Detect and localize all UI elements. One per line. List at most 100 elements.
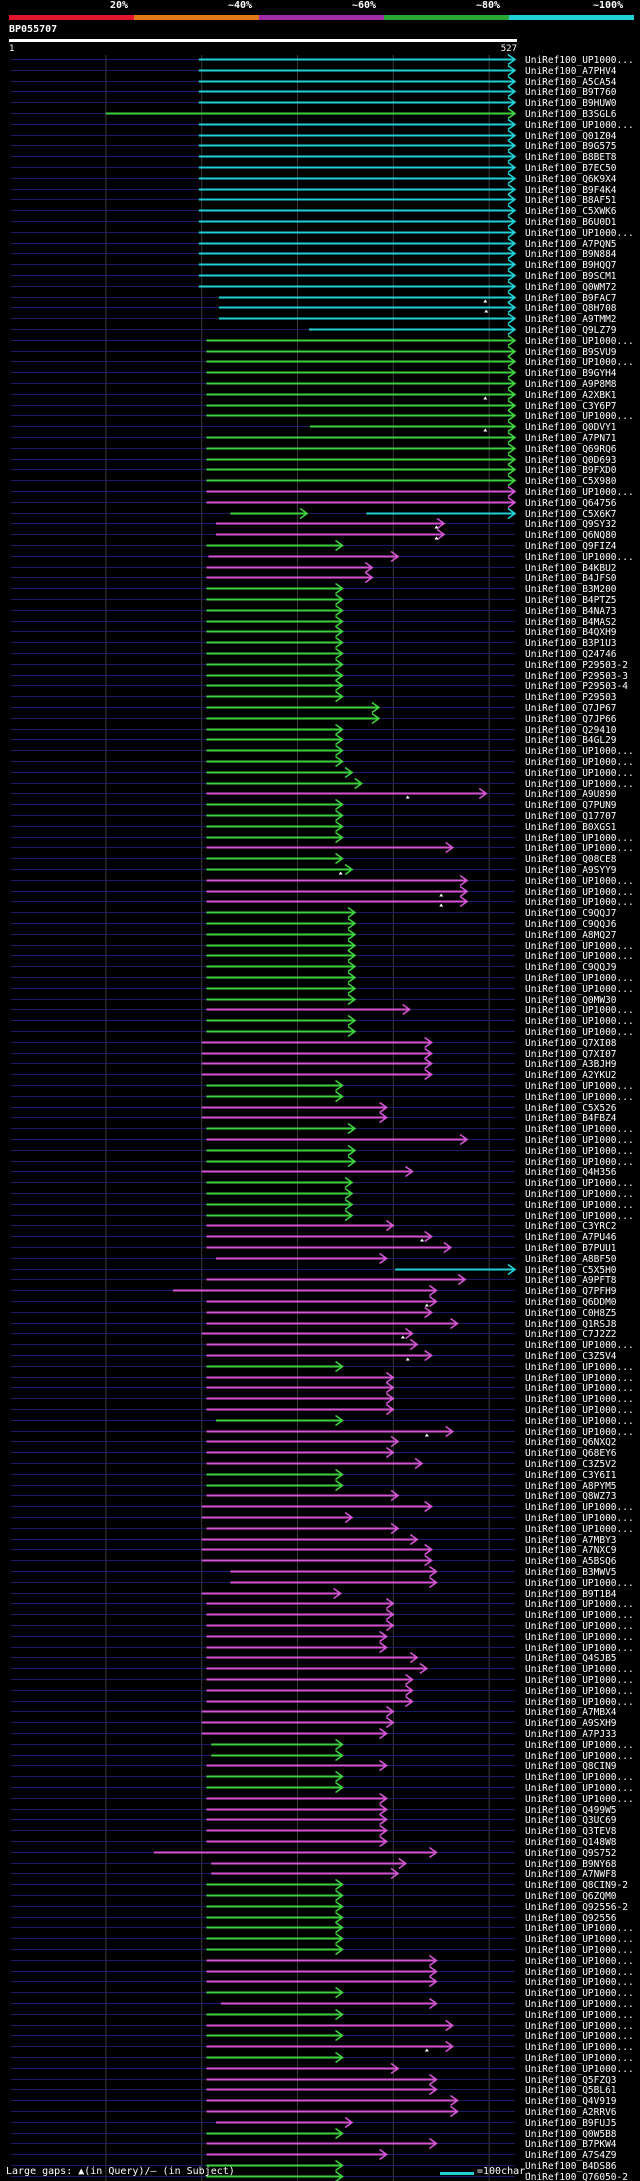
hit-label: UniRef100_Q0D693 <box>525 455 617 466</box>
hit-label: UniRef100_B4PTZ5 <box>525 595 617 606</box>
hit-label: UniRef100_B4KBU2 <box>525 563 617 574</box>
hit-label: UniRef100_UP1000... <box>525 1157 634 1168</box>
hit-label: UniRef100_C3YRC2 <box>525 1221 617 1232</box>
hit-arrow-head <box>507 420 517 433</box>
hit-arrow-head <box>335 831 344 844</box>
hit-label: UniRef100_B7PUU1 <box>525 1243 617 1254</box>
hit-label: UniRef100_UP1000... <box>525 779 634 790</box>
hit-arrow-head <box>390 1435 400 1448</box>
hit-arrow-head <box>335 1360 344 1373</box>
hit-label: UniRef100_UP1000... <box>525 1977 634 1988</box>
query-gap-marker <box>483 299 488 303</box>
hit-arrow-head <box>507 129 517 142</box>
hit-arrow-head <box>347 1014 357 1027</box>
hit-label: UniRef100_Q5FZQ3 <box>525 2075 617 2086</box>
hit-label: UniRef100_UP1000... <box>525 887 634 898</box>
hit-arrow-head <box>347 1155 357 1168</box>
hit-arrow-head <box>424 1554 434 1567</box>
hit-arrow-head <box>424 1047 434 1060</box>
hit-label: UniRef100_C3Y6I1 <box>525 1470 617 1481</box>
hit-arrow-head <box>507 485 517 498</box>
hit-arrow-head <box>335 1090 344 1103</box>
hit-label: UniRef100_Q68EY6 <box>525 1448 617 1459</box>
hit-arrow-head <box>379 1803 388 1816</box>
hit-label: UniRef100_UP1000... <box>525 984 634 995</box>
hit-arrow-head <box>335 2051 344 2064</box>
hit-label: UniRef100_C3Z5V4 <box>525 1351 617 1362</box>
hit-arrow-head <box>347 971 357 984</box>
hit-label: UniRef100_UP1000... <box>525 1632 634 1643</box>
hit-arrow-head <box>333 1587 342 1600</box>
hit-label: UniRef100_Q6DDM0 <box>525 1297 617 1308</box>
hit-label: UniRef100_Q69RQ6 <box>525 444 617 455</box>
hit-arrow-head <box>379 2148 388 2161</box>
hit-arrow-head <box>379 1252 388 1265</box>
query-gap-marker <box>439 893 444 897</box>
hit-label: UniRef100_C0H8Z5 <box>525 1308 617 1319</box>
hit-label: UniRef100_UP1000... <box>525 552 634 563</box>
hit-label: UniRef100_UP1000... <box>525 1146 634 1157</box>
query-gap-marker <box>484 309 489 313</box>
query-gap-marker <box>400 1335 405 1339</box>
hit-arrow-head <box>385 1446 395 1459</box>
hit-label: UniRef100_B9N884 <box>525 249 617 260</box>
query-gap-marker <box>434 536 439 540</box>
pct-label-100: ~100% <box>593 0 624 11</box>
hit-label: UniRef100_Q4V919 <box>525 2096 617 2107</box>
hit-label: UniRef100_UP1000... <box>525 2010 634 2021</box>
query-gap-marker <box>338 871 343 875</box>
hit-label: UniRef100_Q3TEV8 <box>525 1826 617 1837</box>
hit-label: UniRef100_UP1000... <box>525 1178 634 1189</box>
hit-label: UniRef100_C5X980 <box>525 476 617 487</box>
hit-label: UniRef100_B9SCM1 <box>525 271 617 282</box>
hit-label: UniRef100_UP1000... <box>525 746 634 757</box>
hit-arrow-head <box>507 474 517 487</box>
query-gap-marker <box>439 903 444 907</box>
hit-arrow-head <box>443 1241 453 1254</box>
hit-label: UniRef100_P29503 <box>525 692 617 703</box>
hit-label: UniRef100_UP1000... <box>525 1135 634 1146</box>
query-gap-marker <box>420 1238 425 1242</box>
hit-arrow-head <box>335 1911 344 1924</box>
hit-arrow-head <box>428 2073 438 2086</box>
hit-arrow-head <box>450 2105 459 2118</box>
hit-label: UniRef100_UP1000... <box>525 1945 634 1956</box>
hit-label: UniRef100_UP1000... <box>525 1081 634 1092</box>
hit-label: UniRef100_UP1000... <box>525 1956 634 1967</box>
hit-label: UniRef100_A7NWF8 <box>525 1869 617 1880</box>
pct-label-60: ~60% <box>352 0 377 11</box>
hit-label: UniRef100_UP1000... <box>525 1383 634 1394</box>
hit-arrow-head <box>507 118 517 131</box>
hit-arrow-head <box>424 1230 434 1243</box>
hit-label: UniRef100_B8AF51 <box>525 195 617 206</box>
legend-large-gaps: Large gaps: ▲(in Query)/– (in Subject) <box>6 2166 235 2177</box>
hit-arrow-head <box>347 906 357 919</box>
hit-arrow-head <box>507 204 517 217</box>
hit-label: UniRef100_A3BJH9 <box>525 1059 617 1070</box>
hit-arrow-head <box>507 312 517 325</box>
hit-arrow-head <box>379 1792 388 1805</box>
hit-label: UniRef100_Q9S752 <box>525 1848 617 1859</box>
hit-arrow-head <box>428 2083 438 2096</box>
hit-label: UniRef100_P29503-4 <box>525 681 628 692</box>
hit-label: UniRef100_A7MBX4 <box>525 1707 617 1718</box>
hit-label: UniRef100_A2XBK1 <box>525 390 617 401</box>
hit-label: UniRef100_UP1000... <box>525 120 634 131</box>
hit-label: UniRef100_B9FXD0 <box>525 465 617 476</box>
hit-arrow-head <box>428 1965 438 1978</box>
hit-arrow-head <box>507 237 517 250</box>
hit-arrow-head <box>507 85 517 98</box>
hit-label: UniRef100_A9TMM2 <box>525 314 617 325</box>
hit-arrow-head <box>335 755 344 768</box>
hit-arrow-head <box>507 280 517 293</box>
hit-label: UniRef100_UP1000... <box>525 1524 634 1535</box>
hit-label: UniRef100_A9U890 <box>525 789 617 800</box>
hit-label: UniRef100_A2YKU2 <box>525 1070 617 1081</box>
hit-label: UniRef100_Q8CIN9 <box>525 1761 617 1772</box>
hit-label: UniRef100_UP1000... <box>525 1794 634 1805</box>
hit-label: UniRef100_C9QQJ9 <box>525 962 617 973</box>
hit-label: UniRef100_Q7PFH9 <box>525 1286 617 1297</box>
query-name: BP055707 <box>9 24 58 35</box>
hit-arrow-head <box>335 1738 344 1751</box>
hit-arrow-head <box>347 1025 357 1038</box>
